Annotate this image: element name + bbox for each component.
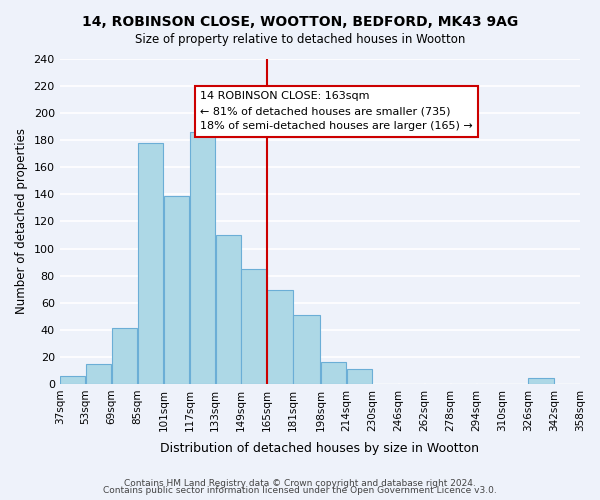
Bar	[164, 196, 189, 384]
Bar	[529, 378, 554, 384]
Text: 14, ROBINSON CLOSE, WOOTTON, BEDFORD, MK43 9AG: 14, ROBINSON CLOSE, WOOTTON, BEDFORD, MK…	[82, 15, 518, 29]
Bar	[60, 376, 85, 384]
Bar	[215, 235, 241, 384]
Bar	[347, 369, 372, 384]
Y-axis label: Number of detached properties: Number of detached properties	[15, 128, 28, 314]
Text: 14 ROBINSON CLOSE: 163sqm
← 81% of detached houses are smaller (735)
18% of semi: 14 ROBINSON CLOSE: 163sqm ← 81% of detac…	[200, 92, 473, 131]
Bar	[321, 362, 346, 384]
Bar	[190, 132, 215, 384]
Bar	[293, 315, 320, 384]
Bar	[86, 364, 111, 384]
Bar	[268, 290, 293, 384]
Bar	[112, 328, 137, 384]
Text: Size of property relative to detached houses in Wootton: Size of property relative to detached ho…	[135, 32, 465, 46]
Text: Contains public sector information licensed under the Open Government Licence v3: Contains public sector information licen…	[103, 486, 497, 495]
X-axis label: Distribution of detached houses by size in Wootton: Distribution of detached houses by size …	[160, 442, 479, 455]
Bar	[241, 269, 267, 384]
Bar	[138, 143, 163, 384]
Text: Contains HM Land Registry data © Crown copyright and database right 2024.: Contains HM Land Registry data © Crown c…	[124, 478, 476, 488]
